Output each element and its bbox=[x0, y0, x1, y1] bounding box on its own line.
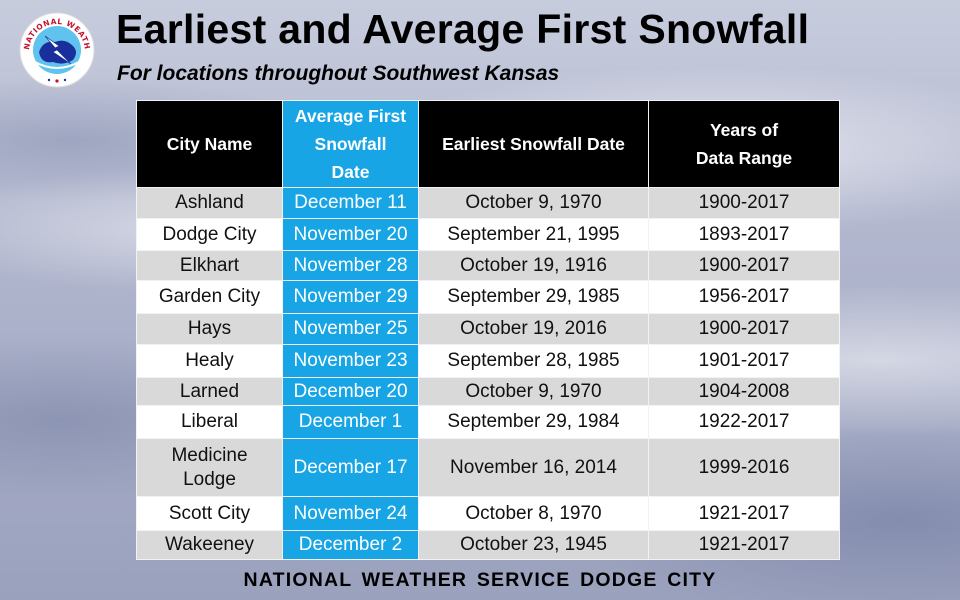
city-cell: Scott City bbox=[137, 497, 283, 531]
earliest-date-cell: September 28, 1985 bbox=[419, 345, 649, 378]
earliest-date-cell: November 16, 2014 bbox=[419, 439, 649, 497]
column-header-average-line: Date bbox=[331, 162, 370, 182]
city-cell: Wakeeney bbox=[137, 531, 283, 559]
earliest-date-cell: October 9, 1970 bbox=[419, 188, 649, 219]
column-header-average-line: Snowfall bbox=[314, 134, 387, 154]
table-row: Ashland December 11 October 9, 1970 1900… bbox=[137, 188, 839, 219]
average-date-cell: November 23 bbox=[283, 345, 419, 378]
table-row: Elkhart November 28 October 19, 1916 190… bbox=[137, 251, 839, 281]
city-cell-line: Medicine bbox=[171, 444, 248, 466]
footer-credit: NATIONAL WEATHER SERVICE DODGE CITY bbox=[243, 569, 717, 591]
earliest-date-cell: October 19, 2016 bbox=[419, 314, 649, 345]
table-row: Garden City November 29 September 29, 19… bbox=[137, 281, 839, 314]
average-date-cell: November 20 bbox=[283, 219, 419, 251]
earliest-date-cell: October 8, 1970 bbox=[419, 497, 649, 531]
earliest-date-cell: September 21, 1995 bbox=[419, 219, 649, 251]
city-cell: Healy bbox=[137, 345, 283, 378]
table-row: Scott City November 24 October 8, 1970 1… bbox=[137, 497, 839, 531]
average-date-cell: November 24 bbox=[283, 497, 419, 531]
city-cell: Larned bbox=[137, 378, 283, 406]
city-cell: Ashland bbox=[137, 188, 283, 219]
years-range-cell: 1901-2017 bbox=[649, 345, 839, 378]
column-header-average: Average First Snowfall Date bbox=[283, 101, 419, 188]
years-range-cell: 1956-2017 bbox=[649, 281, 839, 314]
page-subtitle: For locations throughout Southwest Kansa… bbox=[117, 62, 560, 85]
earliest-date-cell: September 29, 1984 bbox=[419, 406, 649, 439]
table-row: Larned December 20 October 9, 1970 1904-… bbox=[137, 378, 839, 406]
column-header-earliest: Earliest Snowfall Date bbox=[419, 101, 649, 188]
average-date-cell: December 1 bbox=[283, 406, 419, 439]
nws-logo-icon: NATIONAL WEATHER SERVICE bbox=[16, 5, 95, 88]
column-header-years: Years of Data Range bbox=[649, 101, 839, 188]
years-range-cell: 1999-2016 bbox=[649, 439, 839, 497]
city-cell: Dodge City bbox=[137, 219, 283, 251]
city-cell: Garden City bbox=[137, 281, 283, 314]
column-header-earliest-label: Earliest Snowfall Date bbox=[442, 134, 625, 154]
earliest-date-cell: October 23, 1945 bbox=[419, 531, 649, 559]
column-header-city-label: City Name bbox=[166, 134, 253, 154]
city-cell: Elkhart bbox=[137, 251, 283, 281]
years-range-cell: 1922-2017 bbox=[649, 406, 839, 439]
years-range-cell: 1900-2017 bbox=[649, 251, 839, 281]
average-date-cell: November 25 bbox=[283, 314, 419, 345]
earliest-date-cell: October 9, 1970 bbox=[419, 378, 649, 406]
years-range-cell: 1904-2008 bbox=[649, 378, 839, 406]
column-header-average-line: Average First bbox=[294, 106, 407, 126]
years-range-cell: 1900-2017 bbox=[649, 188, 839, 219]
city-cell: Medicine Lodge bbox=[137, 439, 283, 497]
average-date-cell: December 17 bbox=[283, 439, 419, 497]
table-row: Healy November 23 September 28, 1985 190… bbox=[137, 345, 839, 378]
average-date-cell: December 20 bbox=[283, 378, 419, 406]
column-header-city: City Name bbox=[137, 101, 283, 188]
page-title: Earliest and Average First Snowfall bbox=[116, 6, 810, 52]
years-range-cell: 1900-2017 bbox=[649, 314, 839, 345]
average-date-cell: December 2 bbox=[283, 531, 419, 559]
average-date-cell: December 11 bbox=[283, 188, 419, 219]
earliest-date-cell: September 29, 1985 bbox=[419, 281, 649, 314]
column-header-years-line: Years of bbox=[709, 120, 779, 140]
column-header-years-line: Data Range bbox=[695, 148, 793, 168]
snowfall-table: City Name Average First Snowfall Date Ea… bbox=[136, 100, 840, 560]
table-row: Liberal December 1 September 29, 1984 19… bbox=[137, 406, 839, 439]
average-date-cell: November 28 bbox=[283, 251, 419, 281]
table-row: Dodge City November 20 September 21, 199… bbox=[137, 219, 839, 251]
table-header-row: City Name Average First Snowfall Date Ea… bbox=[137, 101, 839, 188]
years-range-cell: 1921-2017 bbox=[649, 497, 839, 531]
years-range-cell: 1893-2017 bbox=[649, 219, 839, 251]
table-row: Hays November 25 October 19, 2016 1900-2… bbox=[137, 314, 839, 345]
earliest-date-cell: October 19, 1916 bbox=[419, 251, 649, 281]
city-cell: Hays bbox=[137, 314, 283, 345]
average-date-cell: November 29 bbox=[283, 281, 419, 314]
table-row: Medicine Lodge December 17 November 16, … bbox=[137, 439, 839, 497]
years-range-cell: 1921-2017 bbox=[649, 531, 839, 559]
table-row: Wakeeney December 2 October 23, 1945 192… bbox=[137, 531, 839, 559]
city-cell: Liberal bbox=[137, 406, 283, 439]
city-cell-line: Lodge bbox=[183, 468, 236, 490]
